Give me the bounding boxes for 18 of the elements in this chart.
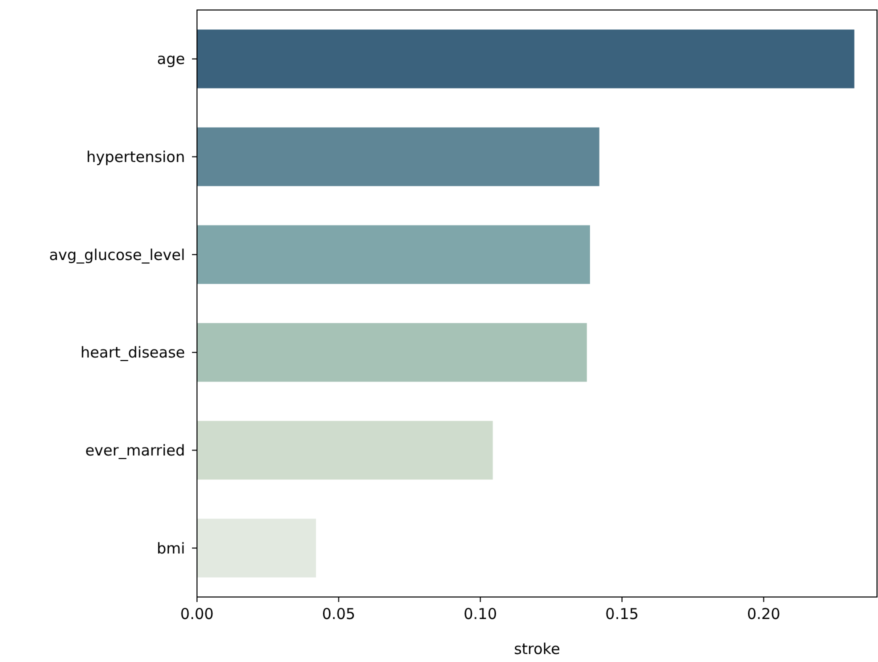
x-tick-label: 0.00 bbox=[180, 605, 214, 623]
bar bbox=[197, 30, 854, 88]
y-tick-label: avg_glucose_level bbox=[49, 246, 185, 264]
x-tick-label: 0.05 bbox=[322, 605, 356, 623]
y-tick-label: heart_disease bbox=[80, 344, 185, 362]
y-tick-label: bmi bbox=[156, 539, 185, 558]
x-tick-label: 0.15 bbox=[605, 605, 639, 623]
bar bbox=[197, 420, 493, 480]
y-tick-label: hypertension bbox=[86, 148, 185, 166]
bar bbox=[197, 518, 316, 578]
bar bbox=[197, 323, 587, 382]
x-tick-label: 0.10 bbox=[464, 605, 498, 623]
x-axis-title: stroke bbox=[514, 640, 560, 658]
x-tick-label: 0.20 bbox=[746, 605, 780, 623]
y-tick-label: age bbox=[157, 50, 185, 68]
bar bbox=[197, 127, 600, 186]
bar bbox=[197, 225, 590, 284]
y-tick-label: ever_married bbox=[85, 442, 185, 460]
